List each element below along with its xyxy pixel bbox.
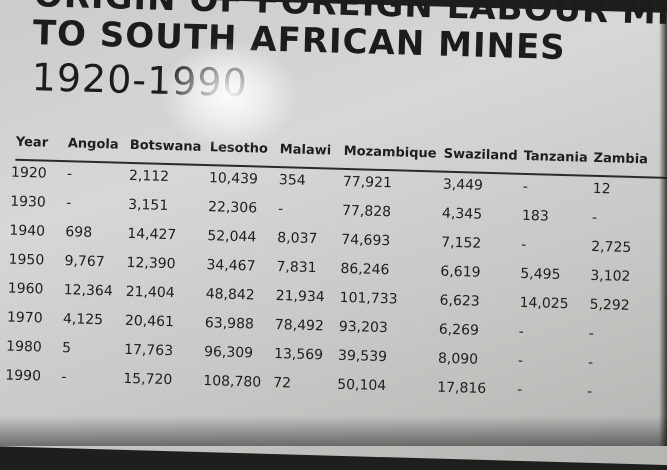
table-cell: 4,345 (441, 205, 483, 223)
table-cell: 183 (521, 207, 549, 225)
table-cell: 354 (278, 172, 306, 189)
sign-title-line-3: 1920-1990 (31, 55, 249, 106)
table-cell: 3,102 (590, 267, 631, 285)
table-cell: 17,763 (123, 341, 174, 360)
table-cell: - (520, 236, 527, 254)
table-cell: - (516, 381, 523, 398)
year-cell: 1960 (7, 280, 44, 298)
table-cell: 93,203 (338, 318, 389, 337)
table-cell: - (586, 383, 593, 400)
table-cell: - (591, 209, 598, 226)
column-header: Lesotho (209, 140, 269, 157)
table-cell: 77,828 (341, 202, 392, 221)
board-bottom-shadow (0, 416, 667, 446)
table-cell: 13,569 (273, 346, 324, 364)
table-cell: 9,767 (64, 253, 105, 271)
table-cell: 12 (592, 180, 611, 198)
table-cell: 39,539 (337, 347, 388, 366)
year-cell: 1970 (6, 309, 43, 327)
table-cell: 34,467 (206, 257, 256, 275)
table-cell: 3,449 (442, 176, 484, 194)
table-cell: 14,427 (127, 225, 177, 244)
table-cell: - (277, 201, 284, 218)
table-cell: 3,151 (127, 196, 169, 215)
table-cell: 12,364 (63, 282, 113, 300)
table-cell: - (587, 354, 594, 371)
table-cell: 12,390 (126, 254, 176, 273)
column-header: Botswana (129, 137, 202, 155)
column-header: Malawi (279, 142, 332, 159)
column-header: Zambia (593, 150, 649, 168)
table-cell: - (588, 325, 595, 342)
table-cell: 8,090 (437, 350, 479, 368)
table-cell: 21,934 (275, 288, 325, 306)
column-header: Year (15, 134, 49, 151)
table-cell: - (66, 166, 73, 183)
table-cell: 15,720 (123, 370, 173, 389)
year-cell: 1930 (9, 193, 47, 211)
table-cell: 5,292 (589, 296, 630, 314)
table-cell: 86,246 (340, 260, 390, 279)
table-cell: 108,780 (203, 373, 262, 391)
table-cell: 14,025 (519, 294, 569, 313)
year-cell: 1920 (10, 164, 47, 182)
table-cell: 2,725 (590, 238, 632, 256)
table-cell: 5,495 (520, 265, 561, 283)
table-cell: 52,044 (207, 228, 257, 246)
table-cell: - (65, 195, 72, 212)
table-cell: 48,842 (205, 286, 255, 304)
table-cell: - (61, 369, 67, 386)
table-cell: - (517, 352, 524, 369)
table-cell: 22,306 (207, 199, 258, 217)
year-cell: 1990 (5, 367, 42, 385)
table-cell: 6,619 (440, 263, 481, 281)
table-cell: 6,623 (439, 292, 480, 310)
table-cell: 698 (65, 224, 93, 241)
column-header: Angola (67, 136, 119, 153)
column-header: Tanzania (523, 148, 588, 166)
table-cell: 101,733 (339, 289, 398, 308)
column-header: Swaziland (443, 146, 518, 164)
table-cell: 20,461 (124, 312, 175, 331)
table-cell: 7,831 (276, 259, 317, 277)
table-cell: 78,492 (274, 317, 325, 335)
year-cell: 1980 (5, 338, 43, 356)
table-cell: 2,112 (128, 167, 170, 186)
year-cell: 1950 (8, 251, 45, 269)
table-cell: 4,125 (62, 311, 104, 329)
table-cell: 17,816 (436, 379, 487, 397)
board-edge-shadow (659, 0, 667, 446)
table-cell: 74,693 (341, 231, 391, 250)
table-cell: - (518, 323, 525, 340)
table-cell: 7,152 (441, 234, 482, 252)
table-cell: 8,037 (277, 230, 318, 248)
table-cell: 63,988 (204, 315, 255, 333)
table-cell: 5 (61, 340, 72, 357)
table-cell: 6,269 (438, 321, 480, 339)
table-cell: 21,404 (125, 283, 175, 302)
year-cell: 1940 (9, 222, 46, 240)
table-cell: 10,439 (208, 170, 259, 188)
table-cell: 50,104 (336, 376, 387, 395)
column-header: Mozambique (343, 143, 437, 162)
table-cell: 72 (273, 375, 292, 392)
table-cell: 77,921 (342, 173, 393, 192)
table-cell: - (522, 178, 529, 196)
table-cell: 96,309 (203, 344, 254, 362)
